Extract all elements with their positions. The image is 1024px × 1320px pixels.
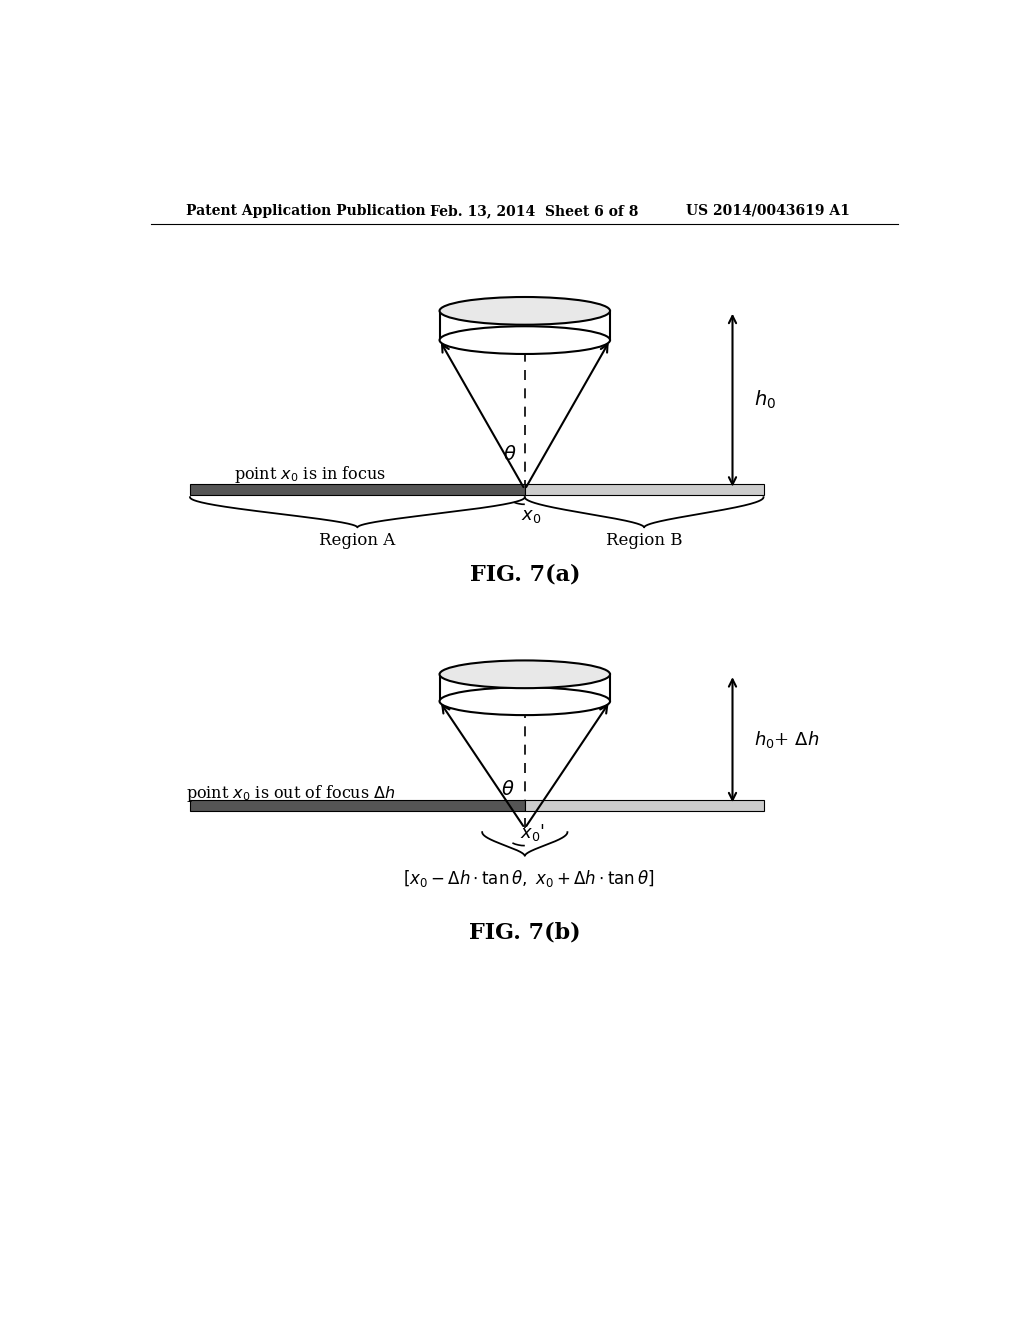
Text: Feb. 13, 2014  Sheet 6 of 8: Feb. 13, 2014 Sheet 6 of 8 <box>430 203 639 218</box>
Ellipse shape <box>439 326 610 354</box>
Text: $h_0$: $h_0$ <box>755 389 776 412</box>
Text: point $x_0$ is out of focus $\Delta h$: point $x_0$ is out of focus $\Delta h$ <box>186 783 395 804</box>
Text: $\theta$: $\theta$ <box>501 780 514 800</box>
Text: Region B: Region B <box>606 532 682 549</box>
Ellipse shape <box>439 688 610 715</box>
Text: US 2014/0043619 A1: US 2014/0043619 A1 <box>686 203 850 218</box>
Bar <box>190 484 524 495</box>
Text: $h_0$+ $\Delta h$: $h_0$+ $\Delta h$ <box>755 729 819 750</box>
Ellipse shape <box>439 660 610 688</box>
Text: FIG. 7(a): FIG. 7(a) <box>470 564 580 585</box>
Bar <box>524 800 764 810</box>
Text: $x_0$': $x_0$' <box>520 821 545 842</box>
Bar <box>190 800 524 810</box>
Text: $\theta$: $\theta$ <box>503 445 516 465</box>
Text: Patent Application Publication: Patent Application Publication <box>186 203 426 218</box>
Bar <box>524 484 764 495</box>
Text: FIG. 7(b): FIG. 7(b) <box>469 921 581 944</box>
Text: Region A: Region A <box>319 532 395 549</box>
Text: point $x_0$ is in focus: point $x_0$ is in focus <box>234 463 386 484</box>
Text: $[x_0-\Delta h\cdot\tan\theta,\ x_0+\Delta h\cdot\tan\theta]$: $[x_0-\Delta h\cdot\tan\theta,\ x_0+\Del… <box>403 867 654 888</box>
Text: $x_0$: $x_0$ <box>521 507 541 525</box>
Ellipse shape <box>439 297 610 325</box>
